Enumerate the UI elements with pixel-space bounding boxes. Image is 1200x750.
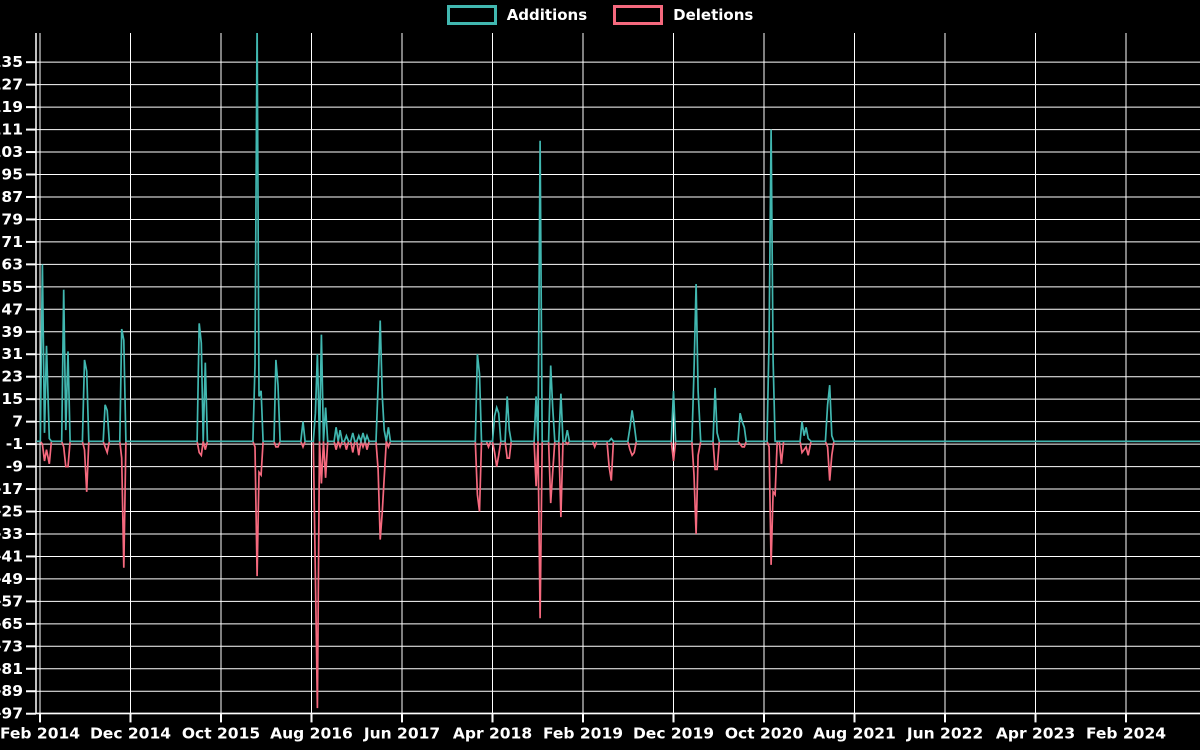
y-tick-label: -41 xyxy=(0,547,23,565)
y-tick-label: 39 xyxy=(1,323,23,341)
x-tick-label: Apr 2023 xyxy=(996,725,1075,743)
y-tick-label: 23 xyxy=(1,368,23,386)
y-tick-label: 55 xyxy=(1,278,23,296)
legend: Additions Deletions xyxy=(0,5,1200,25)
y-tick-label: 119 xyxy=(0,98,23,116)
x-tick-label: Oct 2015 xyxy=(182,725,260,743)
deletions-line xyxy=(36,437,1200,709)
x-tick-label: Aug 2021 xyxy=(813,725,896,743)
x-tick-label: Feb 2019 xyxy=(543,725,623,743)
y-tick-label: -25 xyxy=(0,503,23,521)
x-tick-label: Feb 2024 xyxy=(1086,725,1166,743)
y-tick-label: -49 xyxy=(0,570,23,588)
x-tick-label: Jun 2017 xyxy=(363,725,440,743)
y-tick-label: 135 xyxy=(0,53,23,71)
y-tick-label: -57 xyxy=(0,592,23,610)
legend-item-additions[interactable]: Additions xyxy=(446,5,588,25)
y-tick-label: -73 xyxy=(0,637,23,655)
y-tick-label: 63 xyxy=(1,255,23,273)
x-tick-label: Apr 2018 xyxy=(453,725,532,743)
y-tick-label: 127 xyxy=(0,76,23,94)
x-tick-label: Feb 2014 xyxy=(0,725,80,743)
x-tick-label: Dec 2014 xyxy=(90,725,171,743)
x-tick-label: Dec 2019 xyxy=(633,725,714,743)
y-tick-label: -17 xyxy=(0,480,23,498)
y-tick-label: 47 xyxy=(1,300,23,318)
x-tick-label: Aug 2016 xyxy=(270,725,353,743)
y-tick-label: 7 xyxy=(12,413,23,431)
y-tick-label: 79 xyxy=(1,210,23,228)
y-tick-label: 111 xyxy=(0,121,23,139)
deletions-swatch-icon xyxy=(613,5,664,25)
y-tick-label: 71 xyxy=(1,233,23,251)
legend-label-additions: Additions xyxy=(506,5,588,24)
legend-item-deletions[interactable]: Deletions xyxy=(613,5,753,25)
x-tick-label: Oct 2020 xyxy=(725,725,804,743)
y-tick-label: 103 xyxy=(0,143,23,161)
y-tick-label: -9 xyxy=(6,458,23,476)
y-tick-label: -1 xyxy=(6,435,23,453)
y-tick-label: -65 xyxy=(0,615,23,633)
x-tick-label: Jun 2022 xyxy=(906,725,983,743)
y-tick-label: 87 xyxy=(1,188,23,206)
additions-line xyxy=(36,33,1200,445)
additions-swatch-icon xyxy=(446,5,497,25)
y-tick-label: -33 xyxy=(0,525,23,543)
y-tick-label: 15 xyxy=(1,390,23,408)
y-tick-label: 95 xyxy=(1,166,23,184)
y-tick-label: 31 xyxy=(1,345,23,363)
y-tick-label: -97 xyxy=(0,705,23,723)
legend-label-deletions: Deletions xyxy=(673,5,754,24)
y-tick-label: -81 xyxy=(0,660,23,678)
y-tick-label: -89 xyxy=(0,682,23,700)
